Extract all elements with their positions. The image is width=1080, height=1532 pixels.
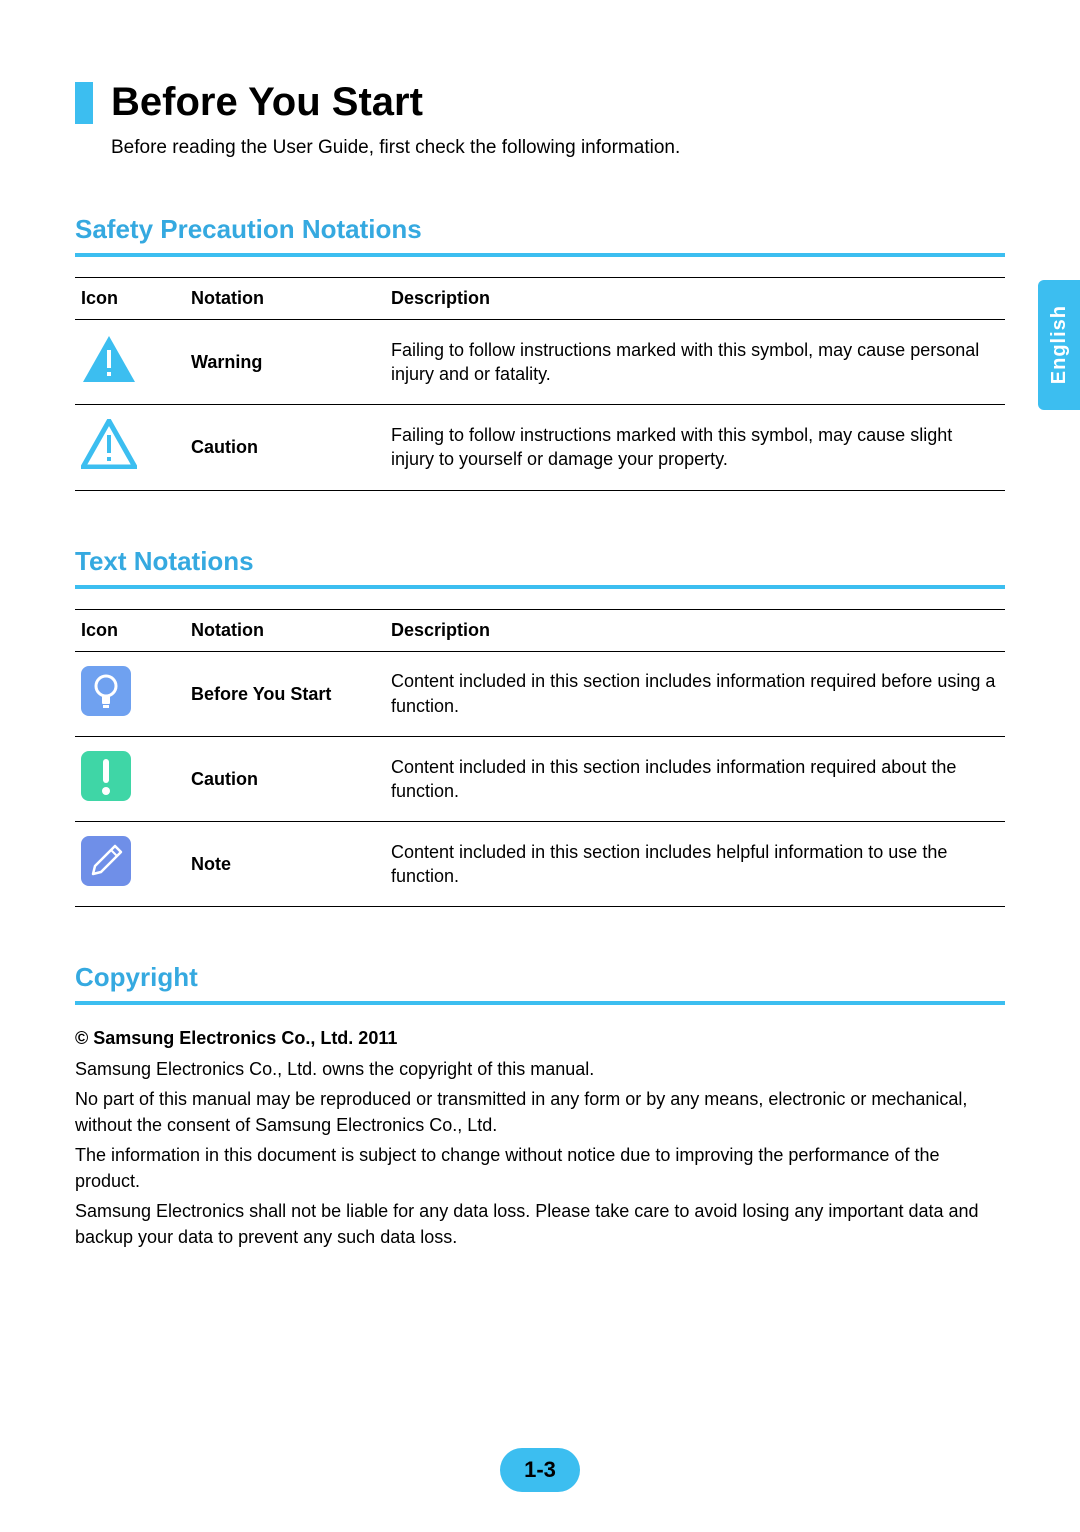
safety-heading: Safety Precaution Notations [75, 214, 1005, 245]
description-text: Content included in this section include… [385, 651, 1005, 736]
page-content: Before You Start Before reading the User… [0, 0, 1080, 1250]
notation-label: Caution [185, 736, 385, 821]
table-row: Before You Start Content included in thi… [75, 651, 1005, 736]
language-tab[interactable]: English [1038, 280, 1080, 410]
notation-label: Before You Start [185, 651, 385, 736]
description-text: Content included in this section include… [385, 736, 1005, 821]
description-text: Failing to follow instructions marked wi… [385, 320, 1005, 405]
col-description-header: Description [385, 609, 1005, 651]
page-subtitle: Before reading the User Guide, first che… [111, 137, 1005, 159]
table-row: Note Content included in this section in… [75, 822, 1005, 907]
copyright-paragraph: Samsung Electronics shall not be liable … [75, 1198, 1005, 1250]
icon-cell [75, 651, 185, 736]
icon-cell [75, 822, 185, 907]
col-icon-header: Icon [75, 609, 185, 651]
language-label: English [1048, 305, 1071, 384]
col-notation-header: Notation [185, 609, 385, 651]
text-notations-table: Icon Notation Description [75, 609, 1005, 908]
page-title: Before You Start [111, 80, 423, 125]
exclamation-icon [81, 751, 137, 801]
icon-cell [75, 405, 185, 490]
copyright-paragraph: Samsung Electronics Co., Ltd. owns the c… [75, 1056, 1005, 1082]
copyright-paragraph: The information in this document is subj… [75, 1142, 1005, 1194]
description-text: Content included in this section include… [385, 822, 1005, 907]
title-accent-bar [75, 82, 93, 124]
table-row: Caution Content included in this section… [75, 736, 1005, 821]
col-icon-header: Icon [75, 278, 185, 320]
warning-icon [81, 334, 137, 384]
safety-heading-rule [75, 253, 1005, 257]
pencil-icon [81, 836, 137, 886]
col-description-header: Description [385, 278, 1005, 320]
icon-cell [75, 320, 185, 405]
lightbulb-icon [81, 666, 137, 716]
copyright-paragraph: No part of this manual may be reproduced… [75, 1086, 1005, 1138]
page-number-badge: 1-3 [500, 1448, 580, 1492]
notation-label: Note [185, 822, 385, 907]
copyright-block: © Samsung Electronics Co., Ltd. 2011 Sam… [75, 1025, 1005, 1250]
caution-icon [81, 419, 137, 469]
copyright-owner: © Samsung Electronics Co., Ltd. 2011 [75, 1025, 1005, 1051]
copyright-heading-rule [75, 1001, 1005, 1005]
table-header-row: Icon Notation Description [75, 609, 1005, 651]
notation-label: Caution [185, 405, 385, 490]
table-row: Caution Failing to follow instructions m… [75, 405, 1005, 490]
safety-table: Icon Notation Description Warning [75, 277, 1005, 491]
copyright-heading: Copyright [75, 962, 1005, 993]
page-number: 1-3 [524, 1457, 556, 1483]
text-notations-heading: Text Notations [75, 546, 1005, 577]
text-notations-heading-rule [75, 585, 1005, 589]
notation-label: Warning [185, 320, 385, 405]
icon-cell [75, 736, 185, 821]
table-row: Warning Failing to follow instructions m… [75, 320, 1005, 405]
table-header-row: Icon Notation Description [75, 278, 1005, 320]
description-text: Failing to follow instructions marked wi… [385, 405, 1005, 490]
col-notation-header: Notation [185, 278, 385, 320]
title-row: Before You Start [75, 80, 1005, 125]
